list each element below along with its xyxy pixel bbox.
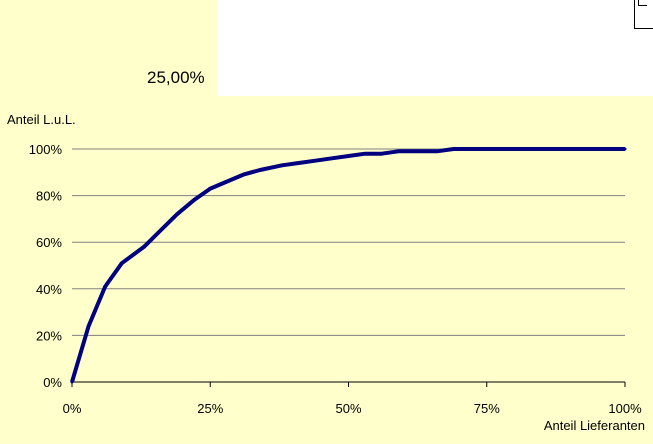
chart-panel bbox=[0, 96, 653, 444]
data-point bbox=[158, 229, 162, 233]
data-point bbox=[120, 261, 124, 265]
data-point bbox=[70, 380, 74, 384]
data-point bbox=[363, 152, 367, 156]
x-tick-label: 25% bbox=[197, 401, 223, 416]
y-tick-label: 0% bbox=[43, 375, 62, 390]
data-point bbox=[297, 161, 301, 165]
y-tick-label: 80% bbox=[36, 189, 62, 204]
data-point bbox=[87, 324, 91, 328]
data-point bbox=[330, 156, 334, 160]
data-point bbox=[192, 198, 196, 202]
data-point bbox=[573, 147, 577, 151]
data-point bbox=[418, 149, 422, 153]
data-point bbox=[468, 147, 472, 151]
y-tick-label: 20% bbox=[36, 328, 62, 343]
series-layer bbox=[70, 147, 627, 384]
x-tick-marks bbox=[71, 382, 626, 387]
data-point bbox=[501, 147, 505, 151]
selected-value-label: 25,00% bbox=[147, 68, 205, 87]
data-point bbox=[435, 149, 439, 153]
data-point bbox=[623, 147, 627, 151]
data-point bbox=[258, 168, 262, 172]
x-tick-label: 75% bbox=[474, 401, 500, 416]
x-axis-label: Anteil Lieferanten bbox=[544, 418, 645, 433]
y-tick-label: 40% bbox=[36, 282, 62, 297]
y-tick-label: 100% bbox=[29, 142, 63, 157]
data-point bbox=[396, 149, 400, 153]
y-axis-label: Anteil L.u.L. bbox=[7, 112, 76, 127]
grid-lines bbox=[72, 148, 625, 336]
x-tick-label: 50% bbox=[335, 401, 361, 416]
data-point bbox=[313, 159, 317, 163]
data-point bbox=[452, 147, 456, 151]
data-point bbox=[103, 284, 107, 288]
data-point bbox=[225, 180, 229, 184]
data-point bbox=[175, 212, 179, 216]
data-point bbox=[518, 147, 522, 151]
x-tick-label: 100% bbox=[608, 401, 642, 416]
corner-mark-icon bbox=[638, 0, 647, 6]
data-point bbox=[241, 173, 245, 177]
data-point bbox=[142, 245, 146, 249]
data-point bbox=[280, 163, 284, 167]
x-tick-labels: 0% 25% 50% 75% 100% bbox=[63, 401, 642, 416]
header-panel bbox=[0, 0, 217, 96]
data-point bbox=[347, 154, 350, 158]
series-line bbox=[70, 147, 625, 383]
data-point bbox=[535, 147, 539, 151]
data-point bbox=[380, 152, 384, 156]
data-point bbox=[590, 147, 594, 151]
corner-control[interactable] bbox=[634, 0, 653, 29]
y-tick-labels: 0% 20% 40% 60% 80% 100% bbox=[29, 142, 63, 390]
data-point bbox=[606, 147, 610, 151]
data-point bbox=[557, 147, 561, 151]
y-tick-label: 60% bbox=[36, 235, 62, 250]
data-point bbox=[485, 147, 489, 151]
x-tick-label: 0% bbox=[63, 401, 82, 416]
data-point bbox=[208, 187, 212, 191]
